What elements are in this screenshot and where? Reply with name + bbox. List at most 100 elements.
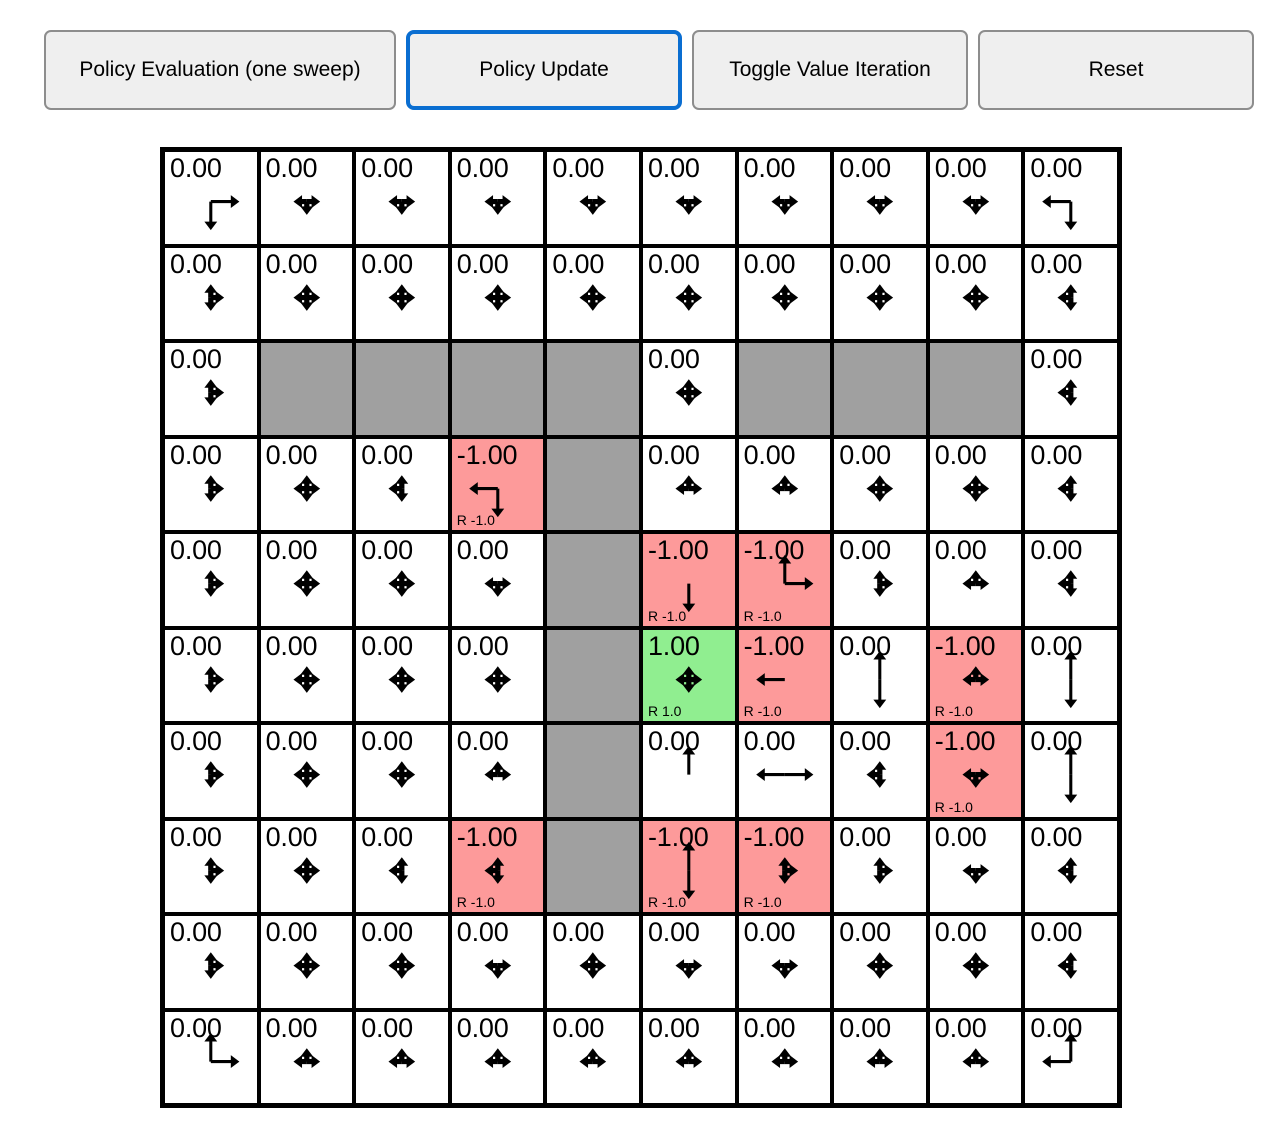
grid-cell[interactable]: 0.00	[736, 436, 833, 532]
grid-cell[interactable]: 0.00	[832, 818, 928, 914]
policy-arrow-left	[1057, 386, 1072, 399]
grid-cell[interactable]: 0.00	[927, 150, 1024, 246]
grid-cell[interactable]: 0.00	[449, 532, 546, 628]
grid-cell[interactable]: 0.00	[832, 532, 928, 628]
grid-cell[interactable]: 0.00	[163, 914, 259, 1010]
grid-cell[interactable]: 0.00	[927, 245, 1024, 341]
grid-cell[interactable]: 0.00	[640, 436, 737, 532]
reset-button[interactable]: Reset	[978, 30, 1254, 110]
grid-cell[interactable]: 0.00	[832, 914, 928, 1010]
grid-cell[interactable]: 0.00	[354, 150, 450, 246]
grid-cell[interactable]: 0.00	[354, 532, 450, 628]
grid-cell[interactable]: -1.00 R -1.0	[640, 532, 737, 628]
grid-cell[interactable]: 0.00	[927, 532, 1024, 628]
grid-cell[interactable]: 0.00	[640, 1009, 737, 1105]
grid-cell[interactable]: 0.00	[258, 723, 355, 819]
grid-cell[interactable]: 0.00	[545, 245, 641, 341]
grid-cell[interactable]: 0.00	[736, 914, 833, 1010]
grid-cell[interactable]: 0.00	[640, 914, 737, 1010]
grid-cell[interactable]: 0.00	[1023, 532, 1119, 628]
grid-cell[interactable]: 0.00	[736, 723, 833, 819]
grid-cell[interactable]: 0.00	[258, 245, 355, 341]
grid-cell[interactable]: 0.00	[258, 436, 355, 532]
grid-cell[interactable]: 0.00	[258, 150, 355, 246]
grid-cell[interactable]: 0.00	[736, 1009, 833, 1105]
grid-cell[interactable]: -1.00 R -1.0	[927, 723, 1024, 819]
toggle-value-iteration-button[interactable]: Toggle Value Iteration	[692, 30, 968, 110]
grid-cell[interactable]: -1.00 R -1.0	[449, 818, 546, 914]
grid-cell[interactable]: -1.00 R -1.0	[927, 627, 1024, 723]
grid-cell[interactable]: 0.00	[832, 1009, 928, 1105]
grid-cell[interactable]: -1.00 R -1.0	[736, 627, 833, 723]
grid-cell[interactable]: 0.00	[449, 1009, 546, 1105]
grid-cell[interactable]: 0.00	[163, 723, 259, 819]
grid-cell[interactable]: 0.00	[1023, 627, 1119, 723]
grid-cell[interactable]: 0.00	[163, 532, 259, 628]
grid-cell[interactable]: 0.00	[449, 723, 546, 819]
grid-cell[interactable]: 0.00	[640, 245, 737, 341]
grid-cell[interactable]: 0.00	[449, 150, 546, 246]
grid-cell[interactable]: 0.00	[832, 723, 928, 819]
policy-update-button[interactable]: Policy Update	[406, 30, 682, 110]
policy-arrow-up	[682, 379, 696, 393]
grid-cell[interactable]: 0.00	[832, 627, 928, 723]
grid-cell[interactable]: 0.00	[354, 245, 450, 341]
grid-cell[interactable]: 0.00	[449, 245, 546, 341]
grid-cell[interactable]: 0.00	[1023, 723, 1119, 819]
grid-cell[interactable]: 0.00	[163, 627, 259, 723]
grid-cell[interactable]: 0.00	[258, 532, 355, 628]
grid-cell[interactable]: 0.00	[1023, 436, 1119, 532]
grid-cell[interactable]: 0.00	[927, 1009, 1024, 1105]
grid-cell[interactable]: 0.00	[354, 723, 450, 819]
grid-cell[interactable]: 0.00	[1023, 914, 1119, 1010]
grid-cell[interactable]: 0.00	[258, 627, 355, 723]
grid-cell[interactable]: 0.00	[258, 1009, 355, 1105]
policy-arrow-left	[675, 386, 689, 399]
grid-cell[interactable]: -1.00 R -1.0	[640, 818, 737, 914]
grid-cell[interactable]: 0.00	[1023, 818, 1119, 914]
grid-cell[interactable]: 0.00	[1023, 341, 1119, 437]
grid-cell[interactable]: 0.00	[927, 818, 1024, 914]
grid-cell[interactable]: 0.00	[163, 245, 259, 341]
grid-cell[interactable]: 0.00	[640, 723, 737, 819]
grid-cell[interactable]: 0.00	[163, 150, 259, 246]
grid-cell[interactable]: 0.00	[354, 1009, 450, 1105]
grid-cell[interactable]: 0.00	[736, 150, 833, 246]
grid-cell[interactable]: 0.00	[163, 1009, 259, 1105]
grid-cell[interactable]: 0.00	[163, 818, 259, 914]
grid-cell[interactable]: 0.00	[832, 150, 928, 246]
cell-value: 0.00	[361, 535, 413, 565]
grid-cell[interactable]: 0.00	[163, 436, 259, 532]
grid-cell[interactable]: 0.00	[640, 341, 737, 437]
grid-cell[interactable]: 0.00	[354, 914, 450, 1010]
grid-cell[interactable]: 0.00	[927, 914, 1024, 1010]
grid-cell[interactable]: 0.00	[640, 150, 737, 246]
grid-cell[interactable]: 0.00	[1023, 150, 1119, 246]
grid-cell[interactable]: 0.00	[354, 818, 450, 914]
grid-cell[interactable]: 0.00	[449, 914, 546, 1010]
grid-cell[interactable]: 1.00 R 1.0	[640, 627, 737, 723]
gridworld-grid[interactable]: 0.00 0.00 0.00 0.00 0.00 0.00 0.00 0.00 0.00 0.00…	[160, 147, 1122, 1108]
grid-cell[interactable]: -1.00 R -1.0	[736, 532, 833, 628]
grid-cell[interactable]: -1.00 R -1.0	[736, 818, 833, 914]
grid-cell[interactable]: 0.00	[927, 436, 1024, 532]
cell-value: 0.00	[265, 1012, 318, 1043]
grid-cell[interactable]: 0.00	[163, 341, 259, 437]
grid-cell[interactable]: 0.00	[545, 1009, 641, 1105]
grid-cell[interactable]: 0.00	[449, 627, 546, 723]
grid-cell[interactable]: 0.00	[545, 914, 641, 1010]
grid-cell[interactable]: 0.00	[832, 436, 928, 532]
grid-cell[interactable]: 0.00	[1023, 245, 1119, 341]
grid-cell[interactable]: 0.00	[354, 436, 450, 532]
grid-cell[interactable]: -1.00 R -1.0	[449, 436, 546, 532]
grid-cell[interactable]: 0.00	[354, 627, 450, 723]
policy-arrow-down	[204, 488, 218, 502]
grid-cell[interactable]: 0.00	[258, 914, 355, 1010]
grid-cell[interactable]: 0.00	[545, 150, 641, 246]
cell-value: -1.00	[743, 630, 805, 661]
grid-cell[interactable]: 0.00	[258, 818, 355, 914]
grid-cell[interactable]: 0.00	[832, 245, 928, 341]
policy-evaluation-button[interactable]: Policy Evaluation (one sweep)	[44, 30, 396, 110]
grid-cell[interactable]: 0.00	[1023, 1009, 1119, 1105]
grid-cell[interactable]: 0.00	[736, 245, 833, 341]
